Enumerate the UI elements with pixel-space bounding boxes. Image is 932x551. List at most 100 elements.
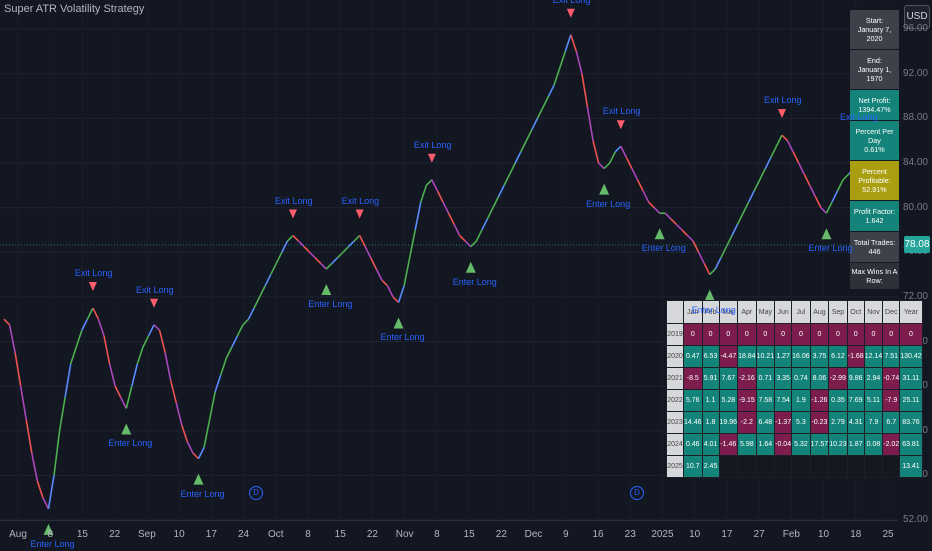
x-tick-label: 22 <box>495 529 507 540</box>
price-segment <box>47 475 55 509</box>
return-cell: 0 <box>774 323 793 346</box>
exit-long-label[interactable]: Exit Long <box>553 0 591 5</box>
enter-long-label[interactable]: Enter Long <box>452 276 497 287</box>
return-cell: -2.2 <box>737 411 757 434</box>
price-segment <box>325 262 333 270</box>
price-segment <box>742 201 750 214</box>
exit-long-label[interactable]: Exit Long <box>341 195 380 206</box>
price-segment <box>297 240 305 248</box>
price-segment <box>792 151 800 164</box>
return-cell: 2.79 <box>828 411 848 434</box>
price-segment <box>158 330 166 353</box>
price-segment <box>258 285 266 298</box>
return-cell: 2.45 <box>701 455 720 478</box>
return-cell: 83.76 <box>899 411 923 434</box>
return-cell: 130.42 <box>899 345 923 368</box>
price-segment <box>231 335 239 348</box>
return-cell: 5.28 <box>718 389 739 412</box>
x-tick-label: 22 <box>109 529 121 540</box>
exit-long-label[interactable]: Exit Long <box>840 111 878 122</box>
return-cell <box>809 455 830 478</box>
x-tick-label: 18 <box>850 529 862 540</box>
enter-long-label[interactable]: Enter Long <box>108 438 153 449</box>
exit-long-label[interactable]: Exit Long <box>413 139 452 150</box>
return-cell <box>718 455 739 478</box>
enter-marker <box>821 228 832 240</box>
price-segment <box>703 263 711 275</box>
return-cell: 0 <box>683 323 703 346</box>
price-segment <box>820 207 827 214</box>
dividend-marker[interactable]: D <box>249 486 263 500</box>
return-cell: 1.1 <box>701 389 720 412</box>
enter-long-label[interactable]: Enter Long <box>586 198 631 209</box>
price-segment <box>736 212 744 225</box>
table-row: 2022 5.76 1.1 5.28 -9.15 7.58 7.54 1.9 -1.26 0.35… <box>666 389 923 412</box>
price-segment <box>653 207 661 214</box>
return-cell: 12.14 <box>863 345 884 368</box>
exit-long-label[interactable]: Exit Long <box>74 268 113 279</box>
exit-long-label[interactable]: Exit Long <box>274 195 313 206</box>
return-cell: 0.08 <box>863 433 884 456</box>
enter-long-label[interactable]: Enter Long <box>308 299 353 309</box>
enter-long-label[interactable]: Enter Long <box>808 243 853 254</box>
exit-long-label[interactable]: Exit Long <box>763 95 802 106</box>
enter-marker <box>393 317 404 329</box>
return-cell: -1.68 <box>846 345 865 368</box>
return-cell: -0.04 <box>774 433 793 456</box>
dividend-marker[interactable]: D <box>630 486 644 500</box>
price-segment <box>436 190 444 203</box>
x-tick-label: 9 <box>562 529 569 540</box>
price-segment <box>842 173 850 181</box>
return-cell: -2.16 <box>737 367 757 390</box>
price-segment <box>81 318 89 331</box>
price-segment <box>686 234 694 242</box>
x-tick-label: Sep <box>137 529 156 540</box>
exit-long-label[interactable]: Exit Long <box>136 284 174 295</box>
return-cell: 7.51 <box>882 345 901 368</box>
price-segment <box>520 140 528 153</box>
price-segment <box>53 430 61 476</box>
y-tick-label: 92.00 <box>902 67 928 79</box>
x-tick-label: Oct <box>267 529 284 540</box>
return-cell: 0 <box>846 323 865 346</box>
monthly-returns-table: Jan Feb Mar Apr May Jun Jul Aug Sep Oct Nov Dec Year… <box>666 300 923 478</box>
y-tick-label: 96.00 <box>902 23 928 35</box>
return-cell: -7.9 <box>882 389 901 412</box>
return-cell: 0.71 <box>755 367 776 390</box>
return-cell <box>882 455 901 478</box>
enter-long-label[interactable]: Enter Long <box>641 243 686 254</box>
price-segment <box>714 257 722 270</box>
return-cell: 14.46 <box>683 411 703 434</box>
price-segment <box>153 324 161 331</box>
enter-long-label[interactable]: Enter Long <box>30 538 75 549</box>
price-segment <box>470 240 477 248</box>
enter-marker <box>43 523 54 535</box>
price-segment <box>75 330 83 348</box>
price-segment <box>831 190 839 203</box>
enter-long-label[interactable]: Enter Long <box>691 304 736 315</box>
month-header: Aug <box>809 300 830 324</box>
time-axis[interactable]: Aug 8 15 22 Sep 10 17 24 Oct 8 15 22 Nov 8 15 22 Dec 9 16 2… <box>0 520 898 551</box>
enter-long-label[interactable]: Enter Long <box>380 332 425 343</box>
price-segment <box>753 179 761 192</box>
price-segment <box>503 173 511 186</box>
price-segment <box>642 190 650 203</box>
currency-button[interactable]: USD <box>904 5 930 29</box>
price-segment <box>531 118 539 130</box>
price-segment <box>592 140 600 164</box>
stat-value: January 7, 2020 <box>857 25 892 43</box>
price-segment <box>420 185 428 203</box>
enter-long-label[interactable]: Enter Long <box>180 488 225 499</box>
stat-profit-factor: Profit Factor: 1.642 <box>850 201 899 232</box>
month-header: Oct <box>846 300 865 324</box>
price-segment <box>309 251 316 259</box>
price-segment <box>236 324 244 337</box>
price-segment <box>747 190 755 203</box>
exit-long-label[interactable]: Exit Long <box>602 106 641 117</box>
return-cell: 10.21 <box>755 345 776 368</box>
price-segment <box>281 240 289 253</box>
price-segment <box>86 307 94 320</box>
stat-label: Profit Factor: <box>853 207 896 216</box>
price-segment <box>564 34 572 52</box>
price-segment <box>709 268 716 276</box>
